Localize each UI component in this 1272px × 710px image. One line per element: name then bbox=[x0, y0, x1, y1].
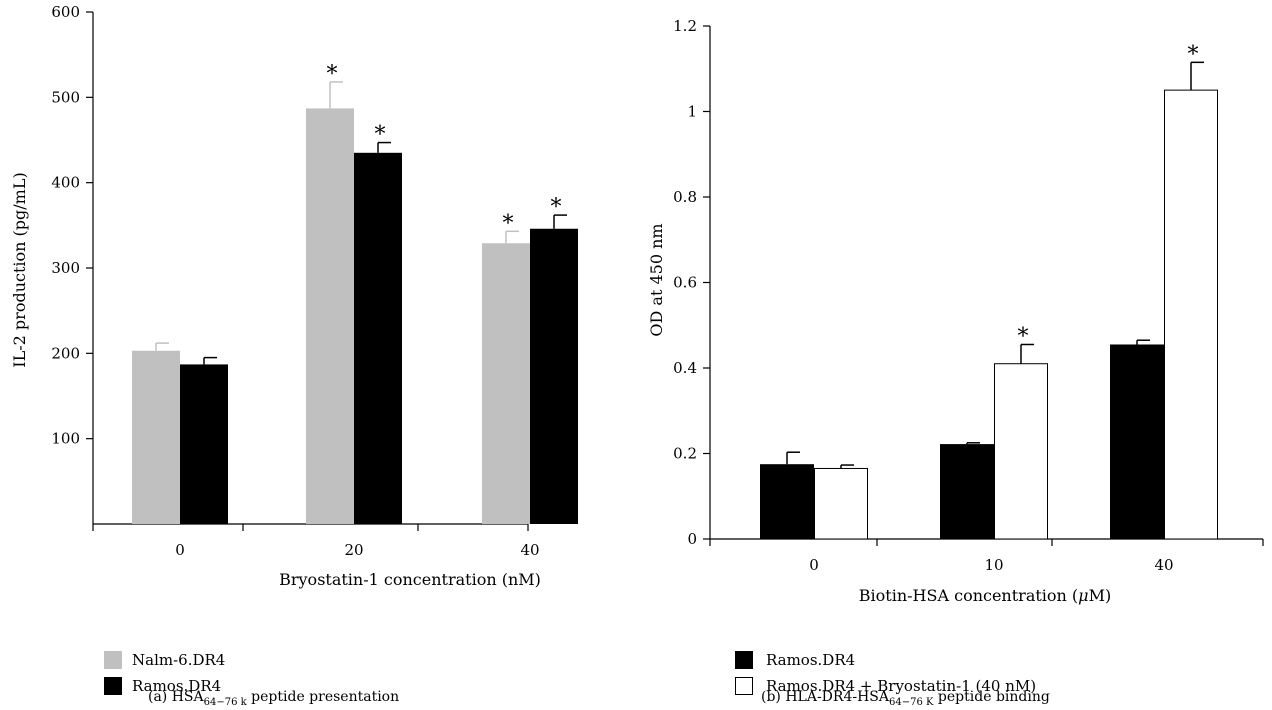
panel-b: 0 0.2 0.4 0.6 0.8 1 1.2 0 10 40 * * Biotin-HSA conc… bbox=[647, 17, 1264, 708]
panel-a-plot-area: 100 200 300 400 500 600 0 20 40 * * * * bbox=[51, 3, 578, 559]
panel-a-bar bbox=[306, 108, 354, 524]
panel-b-legend-swatch-ramos bbox=[735, 651, 753, 669]
panel-a-x-tick-label: 20 bbox=[344, 541, 363, 559]
panel-a-significance-marker: * bbox=[375, 123, 386, 148]
panel-a-significance-marker: * bbox=[503, 211, 514, 236]
panel-b-y-tick-label: 0 bbox=[687, 530, 697, 548]
panel-a-legend-label-nalm6: Nalm-6.DR4 bbox=[132, 651, 225, 669]
panel-a-y-tick-label: 600 bbox=[51, 3, 80, 21]
panel-a-caption-subscript: 64−76 k bbox=[204, 697, 248, 708]
panel-b-significance-marker: * bbox=[1188, 42, 1199, 67]
panel-a-caption-suffix: peptide presentation bbox=[247, 689, 399, 705]
panel-b-bar bbox=[940, 444, 994, 539]
panel-b-bar bbox=[814, 467, 868, 540]
panel-b-x-tick-label: 0 bbox=[809, 556, 819, 574]
panel-b-x-axis-label-prefix: Biotin-HSA concentration ( bbox=[859, 586, 1078, 605]
panel-a-y-tick-label: 200 bbox=[51, 344, 80, 362]
panel-b-y-tick-label: 0.6 bbox=[673, 274, 697, 292]
panel-b-bar bbox=[994, 363, 1048, 540]
panel-b-y-tick-label: 1 bbox=[687, 103, 697, 121]
panel-b-legend-swatch-ramos-bryostatin bbox=[735, 677, 753, 695]
panel-a-bar bbox=[132, 350, 180, 524]
panel-b-y-tick-label: 0.2 bbox=[673, 445, 697, 463]
panel-b-plot-area: 0 0.2 0.4 0.6 0.8 1 1.2 0 10 40 * * bbox=[673, 17, 1264, 574]
panel-a-bar bbox=[354, 152, 402, 525]
panel-a-significance-marker: * bbox=[551, 195, 562, 220]
panel-b-x-axis-label-mu: μ bbox=[1078, 586, 1088, 605]
panel-a-x-tick-label: 0 bbox=[175, 541, 185, 559]
panel-a-y-tick-label: 400 bbox=[51, 174, 80, 192]
panel-a-bar bbox=[482, 243, 530, 524]
panel-b-significance-marker: * bbox=[1018, 324, 1029, 349]
panel-a-y-tick-label: 500 bbox=[51, 88, 80, 106]
panel-b-x-tick-label: 40 bbox=[1154, 556, 1173, 574]
panel-b-y-tick-label: 1.2 bbox=[673, 17, 697, 35]
panel-a-y-axis-label: IL-2 production (pg/mL) bbox=[10, 172, 29, 367]
panel-a-x-tick-label: 40 bbox=[520, 541, 539, 559]
panel-a-legend-swatch-nalm6 bbox=[104, 651, 122, 669]
panel-b-caption-suffix: peptide binding bbox=[933, 689, 1049, 705]
panel-a-legend-swatch-ramos bbox=[104, 677, 122, 695]
panel-b-caption-subscript: 64−76 K bbox=[889, 697, 934, 708]
panel-b-x-axis-label-suffix: M) bbox=[1089, 586, 1112, 605]
panel-a-bar bbox=[530, 228, 578, 524]
panel-a-y-tick-label: 300 bbox=[51, 259, 80, 277]
panel-b-bar bbox=[1164, 89, 1218, 540]
panel-b-x-axis-label: Biotin-HSA concentration (μM) bbox=[859, 586, 1111, 605]
panel-b-bar bbox=[760, 464, 814, 539]
panel-b-legend-label-ramos: Ramos.DR4 bbox=[766, 651, 855, 669]
panel-b-y-axis-label: OD at 450 nm bbox=[647, 223, 666, 336]
panel-b-y-tick-label: 0.4 bbox=[673, 359, 697, 377]
panel-b-y-tick-label: 0.8 bbox=[673, 188, 697, 206]
panel-b-legend-label-ramos-bryostatin: Ramos.DR4 + Bryostatin-1 (40 nM) bbox=[766, 677, 1036, 695]
panel-b-caption-prefix: (b) HLA-DR4-HSA bbox=[761, 689, 890, 705]
panel-a-bar bbox=[180, 364, 228, 524]
panel-b-x-tick-label: 10 bbox=[984, 556, 1003, 574]
panel-a: 100 200 300 400 500 600 0 20 40 * * * * Bryostatin-1… bbox=[10, 3, 578, 708]
panel-a-x-axis-label: Bryostatin-1 concentration (nM) bbox=[279, 570, 541, 589]
panel-a-significance-marker: * bbox=[327, 62, 338, 87]
panel-a-legend-label-ramos: Ramos.DR4 bbox=[132, 677, 221, 695]
panel-b-bar bbox=[1110, 344, 1164, 539]
panel-b-caption: (b) HLA-DR4-HSA64−76 K peptide binding bbox=[761, 689, 1050, 708]
panel-a-y-tick-label: 100 bbox=[51, 430, 80, 448]
panel-a-caption-prefix: (a) HSA bbox=[148, 689, 205, 705]
panel-a-caption: (a) HSA64−76 k peptide presentation bbox=[148, 689, 399, 708]
